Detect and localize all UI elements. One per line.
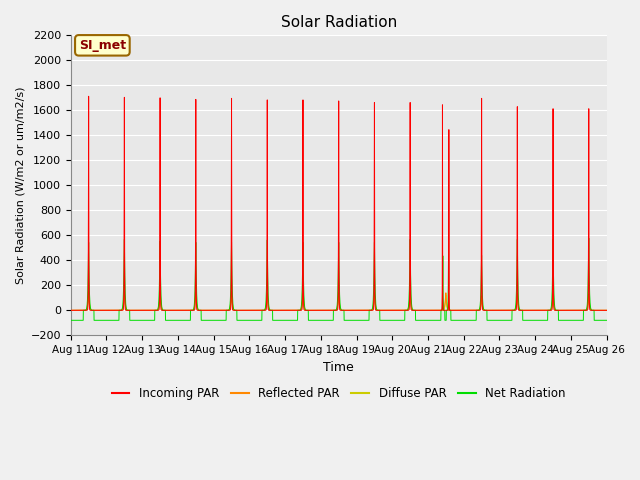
X-axis label: Time: Time bbox=[323, 360, 354, 373]
Legend: Incoming PAR, Reflected PAR, Diffuse PAR, Net Radiation: Incoming PAR, Reflected PAR, Diffuse PAR… bbox=[107, 382, 570, 404]
Text: SI_met: SI_met bbox=[79, 39, 126, 52]
Y-axis label: Solar Radiation (W/m2 or um/m2/s): Solar Radiation (W/m2 or um/m2/s) bbox=[15, 86, 25, 284]
Title: Solar Radiation: Solar Radiation bbox=[280, 15, 397, 30]
